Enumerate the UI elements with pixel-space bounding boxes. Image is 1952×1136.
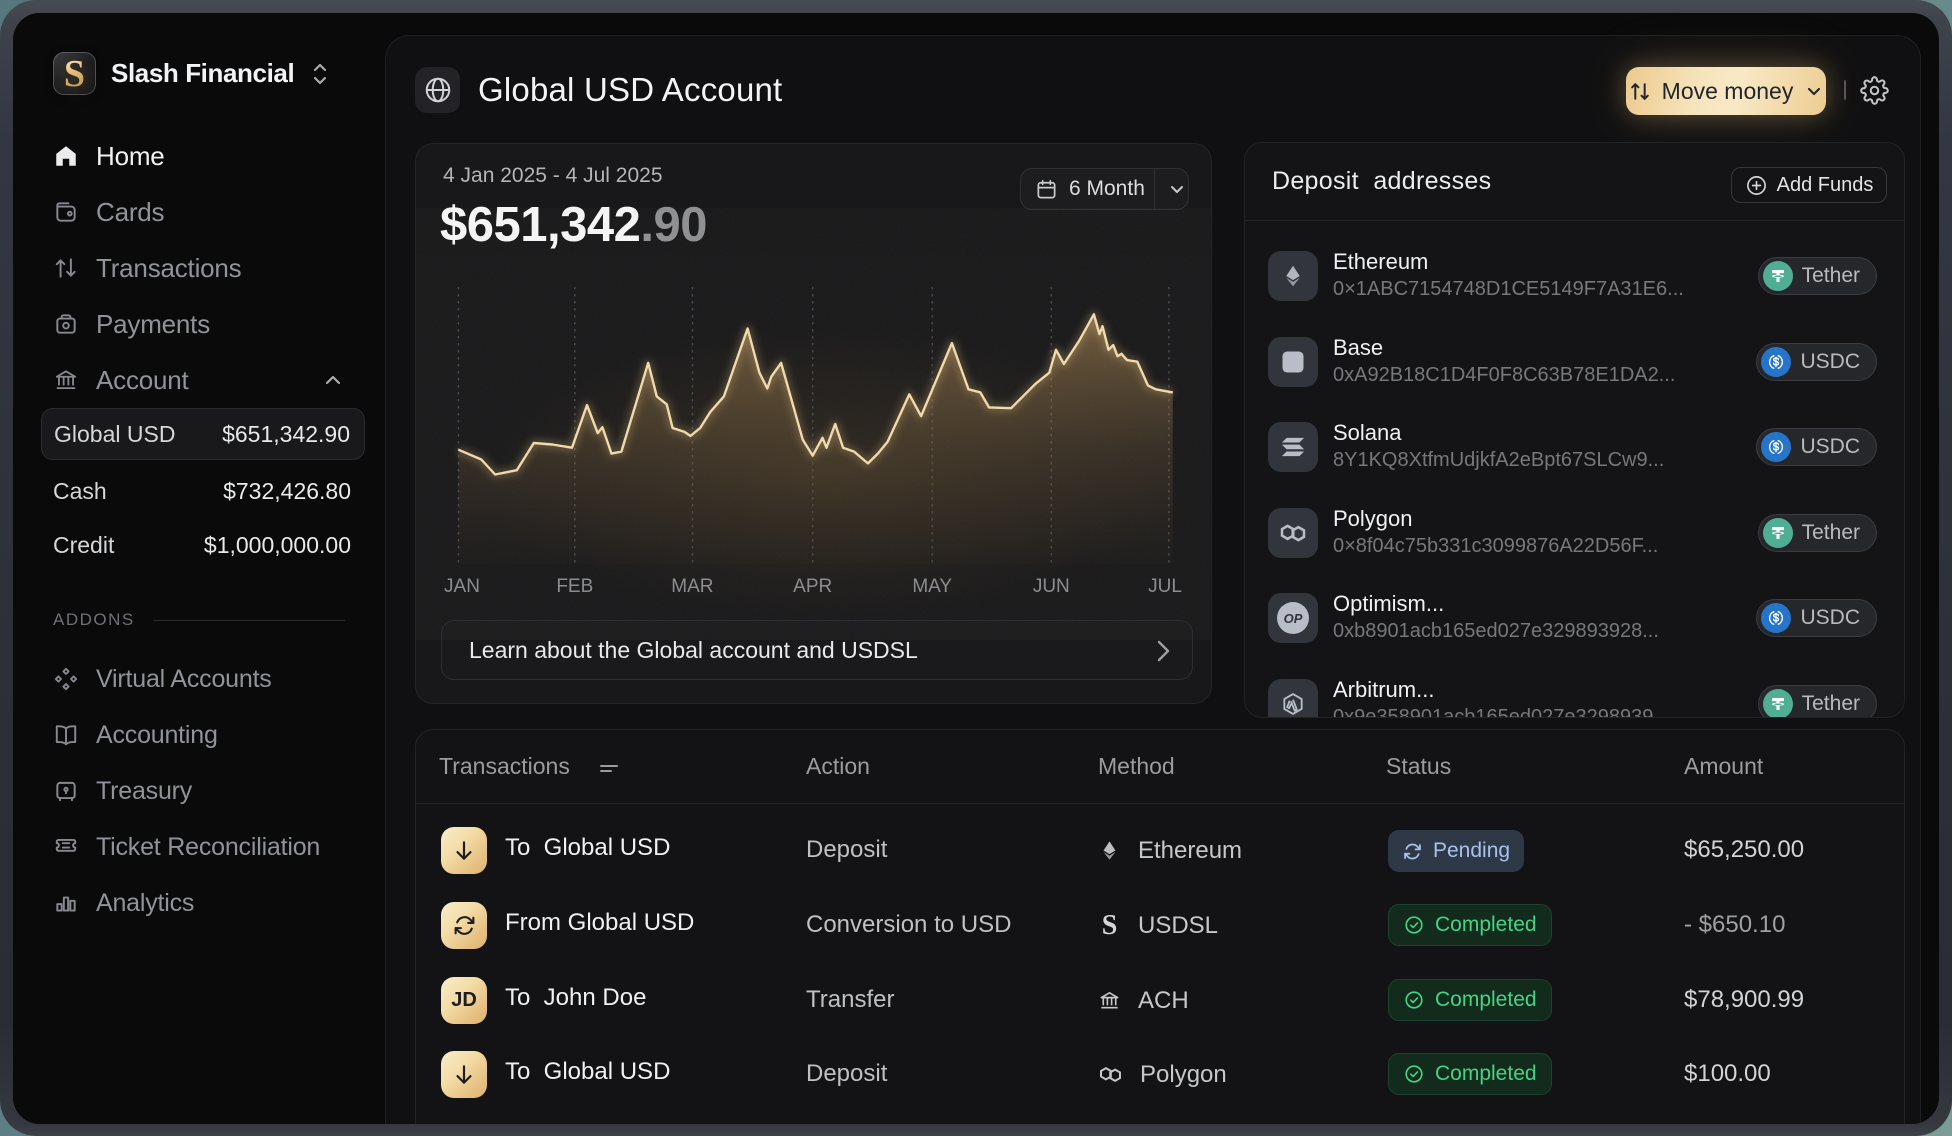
svg-text:MAR: MAR xyxy=(671,576,713,597)
svg-text:APR: APR xyxy=(793,576,832,597)
svg-text:FEB: FEB xyxy=(556,576,593,597)
svg-text:JUN: JUN xyxy=(1033,576,1070,597)
svg-text:MAY: MAY xyxy=(912,576,952,597)
svg-text:JAN: JAN xyxy=(444,576,480,597)
svg-text:JUL: JUL xyxy=(1148,576,1182,597)
